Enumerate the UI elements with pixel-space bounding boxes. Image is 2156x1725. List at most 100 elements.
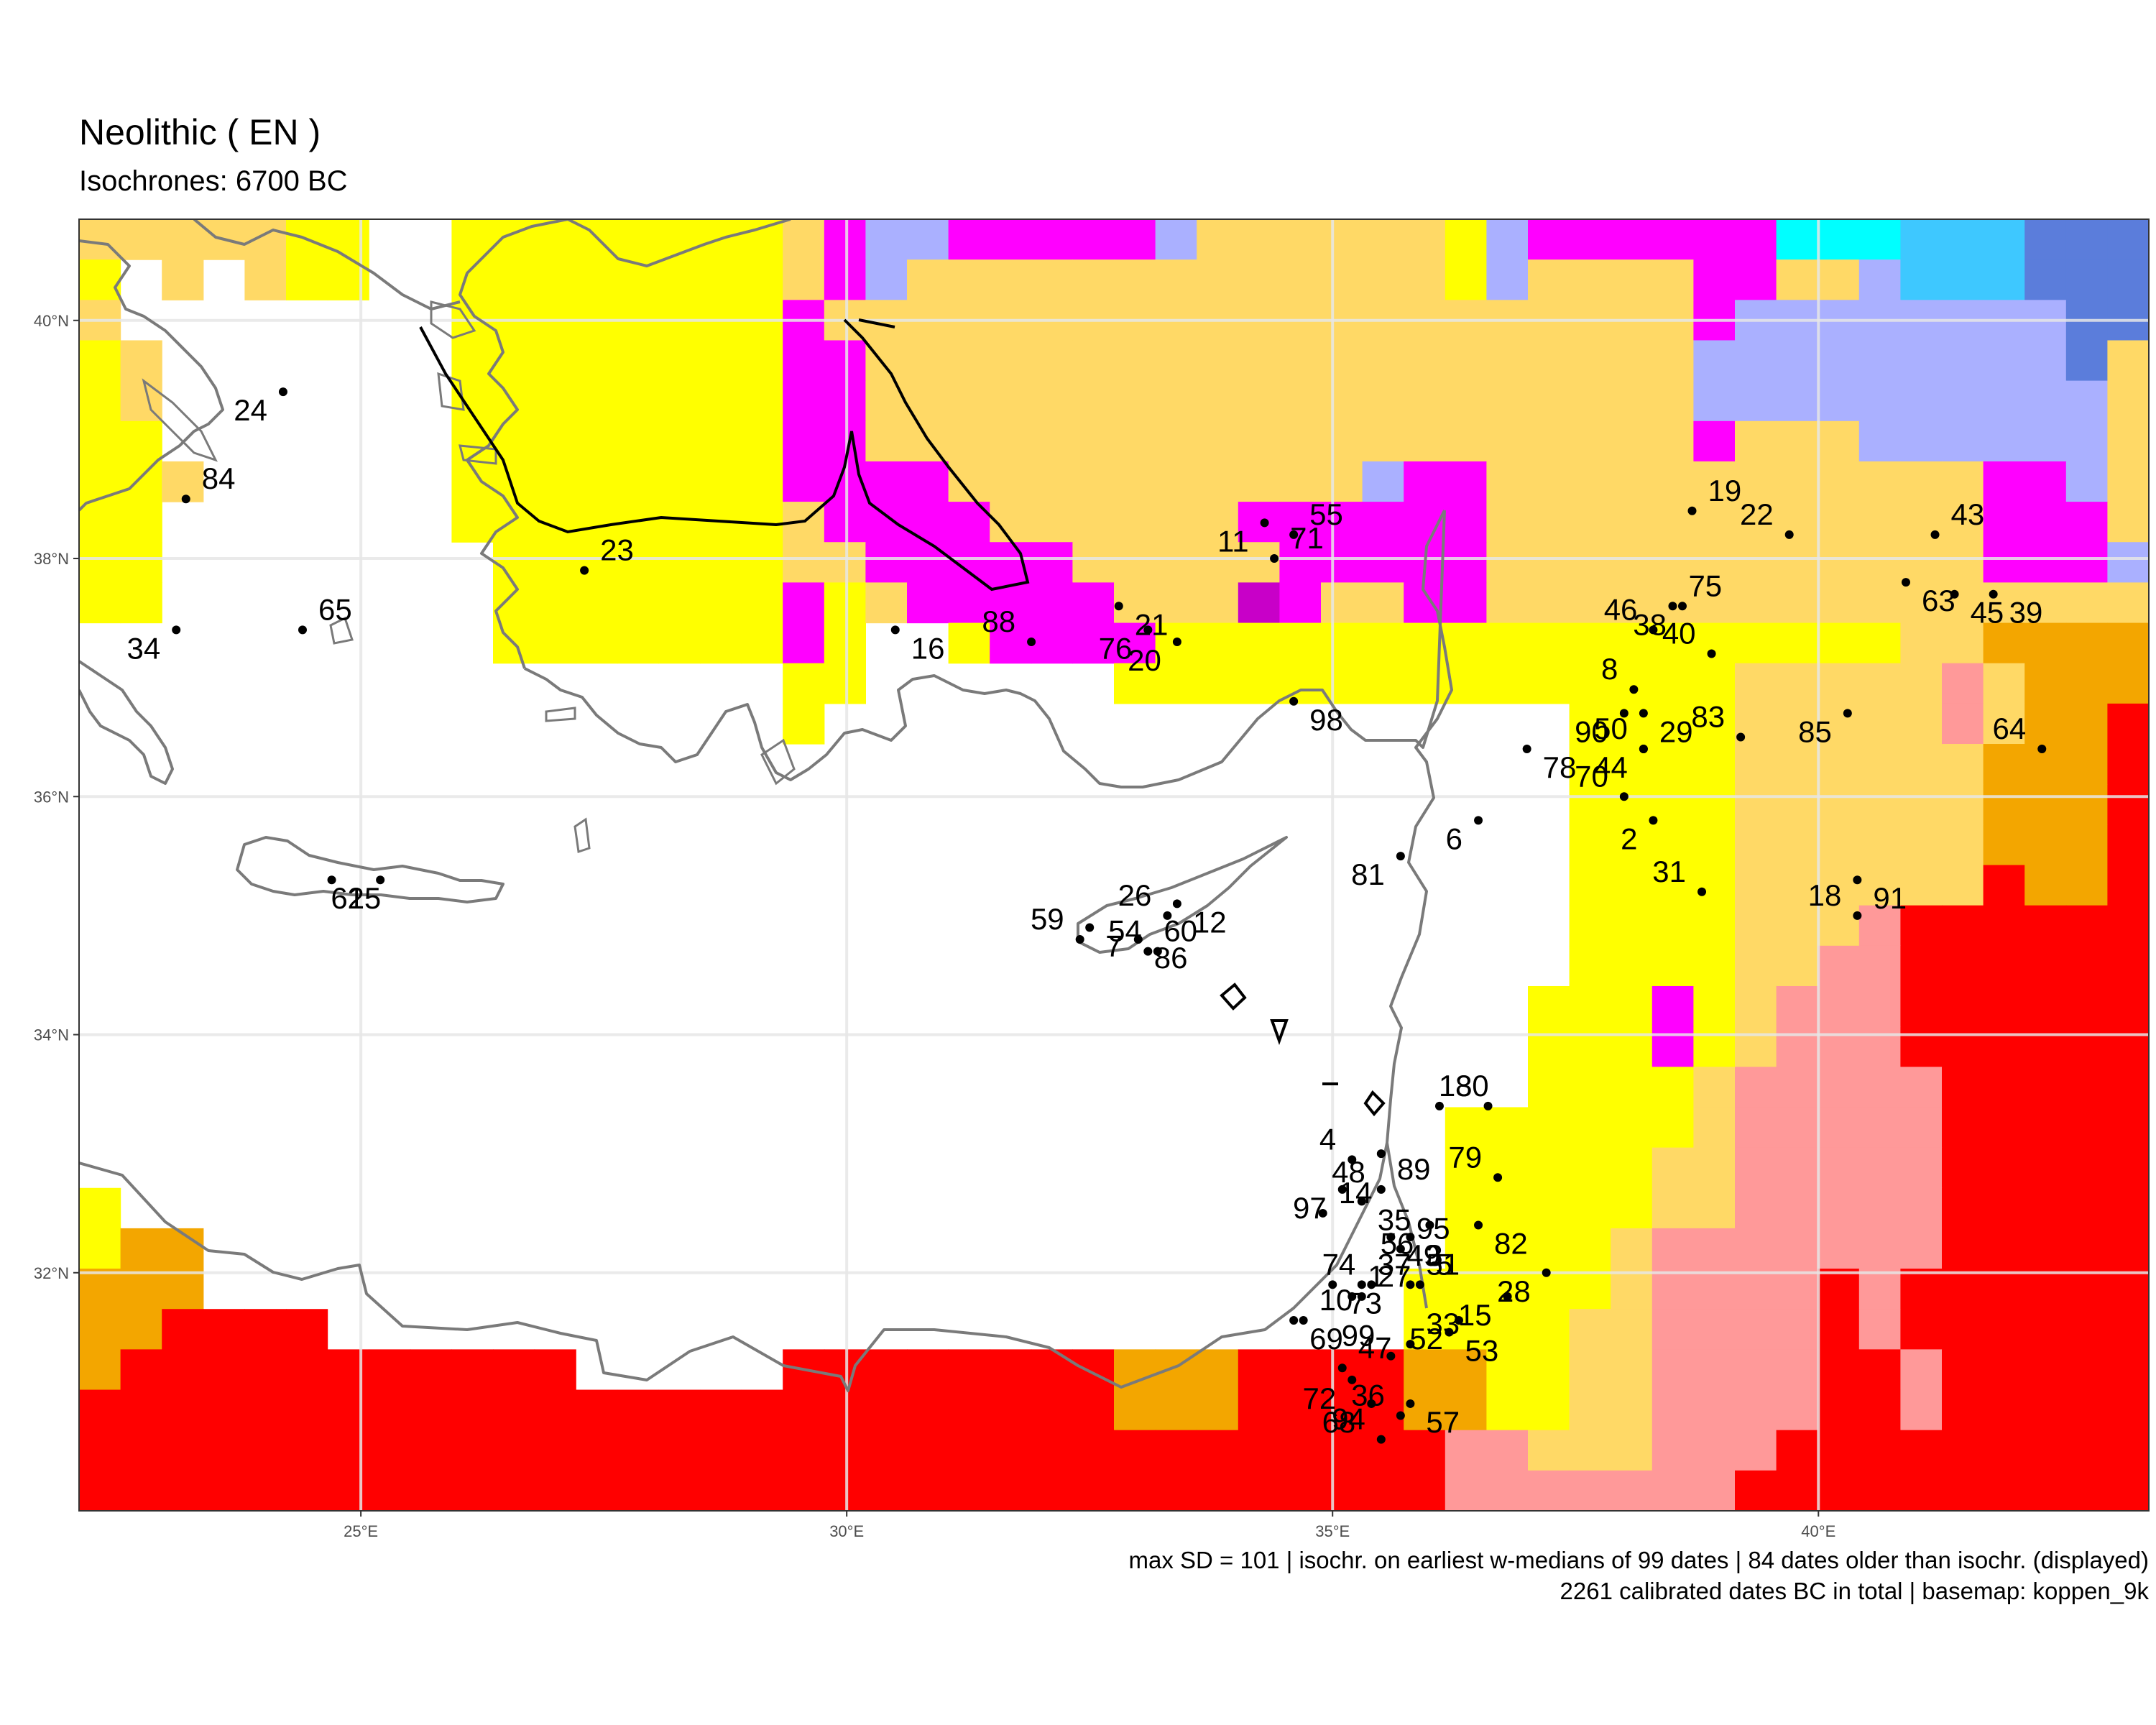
raster-cell <box>865 219 908 260</box>
site-point <box>1483 1101 1493 1110</box>
raster-cell <box>1445 582 1487 624</box>
raster-cell <box>1983 905 2025 947</box>
raster-cell <box>1983 1228 2025 1269</box>
raster-cell <box>79 542 121 584</box>
raster-cell <box>162 1269 204 1310</box>
raster-cell <box>1114 502 1156 543</box>
raster-cell <box>1072 461 1115 502</box>
raster-cell <box>1693 1470 1736 1511</box>
site-point <box>1386 1351 1396 1361</box>
site-point <box>1425 1220 1434 1230</box>
site-label: 64 <box>1993 712 2027 745</box>
raster-cell <box>865 340 908 382</box>
raster-cell <box>617 259 659 300</box>
raster-cell <box>1155 259 1197 300</box>
raster-cell <box>79 1470 121 1511</box>
raster-cell <box>824 259 866 300</box>
raster-cell <box>1818 985 1860 1027</box>
raster-cell <box>1197 542 1239 584</box>
raster-cell <box>1611 1187 1653 1229</box>
raster-cell <box>1693 1349 1736 1391</box>
raster-cell <box>1900 663 1943 704</box>
raster-cell <box>1735 1147 1777 1189</box>
raster-cell <box>1611 1309 1653 1350</box>
raster-cell <box>2024 259 2067 300</box>
raster-cell <box>1651 905 1694 947</box>
raster-cell <box>1818 1147 1860 1189</box>
raster-cell <box>865 582 908 624</box>
raster-cell <box>865 259 908 300</box>
raster-cell <box>1528 340 1570 382</box>
raster-cell <box>990 542 1032 584</box>
site-point <box>1434 1101 1444 1110</box>
raster-cell <box>1445 542 1487 584</box>
greece-coastline <box>79 239 224 512</box>
raster-cell <box>1858 1147 1901 1189</box>
raster-cell <box>1445 1147 1487 1189</box>
raster-cell <box>1651 380 1694 422</box>
raster-cell <box>1858 340 1901 382</box>
raster-cell <box>1362 1349 1404 1391</box>
raster-cell <box>1651 985 1694 1027</box>
raster-cell <box>990 259 1032 300</box>
raster-cell <box>1569 703 1611 745</box>
raster-cell <box>1818 1228 1860 1269</box>
raster-cell <box>1776 259 1818 300</box>
site-point <box>1348 1375 1357 1384</box>
raster-cell <box>1818 1349 1860 1391</box>
raster-cell <box>1858 985 1901 1027</box>
raster-cell <box>1693 865 1736 906</box>
site-label: 4 <box>1319 1122 1336 1156</box>
raster-cell <box>1942 985 1984 1027</box>
raster-cell <box>1569 824 1611 866</box>
site-point <box>278 387 287 397</box>
site-point <box>1415 1280 1424 1289</box>
raster-cell <box>1611 985 1653 1027</box>
raster-cell <box>1776 1349 1818 1391</box>
site-point <box>376 875 385 885</box>
raster-cell <box>1651 1067 1694 1108</box>
raster-cell <box>2107 1349 2149 1391</box>
raster-cell <box>617 622 659 664</box>
aegean-east-coastline <box>459 219 568 669</box>
raster-cell <box>1486 1470 1529 1511</box>
raster-cell <box>700 259 742 300</box>
y-tick-label: 38°N <box>34 550 69 568</box>
raster-cell <box>658 461 701 502</box>
raster-cell <box>1651 542 1694 584</box>
site-point <box>1289 696 1299 706</box>
raster-cell <box>907 1430 949 1471</box>
raster-cell <box>2107 663 2149 704</box>
y-tick-label: 34°N <box>34 1026 69 1044</box>
raster-cell <box>1238 340 1280 382</box>
raster-cell <box>1818 744 1860 785</box>
raster-cell <box>244 1309 287 1350</box>
raster-cell <box>1072 1430 1115 1471</box>
site-label: 61 <box>331 881 364 915</box>
raster-cell <box>120 1269 162 1310</box>
raster-cell <box>1983 1067 2025 1108</box>
raster-cell <box>1569 502 1611 543</box>
raster-cell <box>286 1470 328 1511</box>
raster-cell <box>1279 622 1322 664</box>
raster-cell <box>493 259 535 300</box>
raster-cell <box>1197 663 1239 704</box>
raster-cell <box>907 1470 949 1511</box>
raster-cell <box>1031 219 1073 260</box>
raster-cell <box>617 1470 659 1511</box>
raster-cell <box>1693 985 1736 1027</box>
raster-cell <box>990 1470 1032 1511</box>
raster-cell <box>741 1389 783 1431</box>
site-label: 73 <box>1348 1286 1382 1320</box>
raster-cell <box>1238 1349 1280 1391</box>
raster-cell <box>2107 542 2149 584</box>
raster-cell <box>617 219 659 260</box>
north-aegean-coastline <box>193 219 461 310</box>
raster-cell <box>1238 663 1280 704</box>
raster-cell <box>576 582 618 624</box>
raster-cell <box>824 502 866 543</box>
raster-cell <box>1114 461 1156 502</box>
raster-cell <box>1983 1026 2025 1067</box>
raster-cell <box>1569 905 1611 947</box>
raster-cell <box>948 340 990 382</box>
